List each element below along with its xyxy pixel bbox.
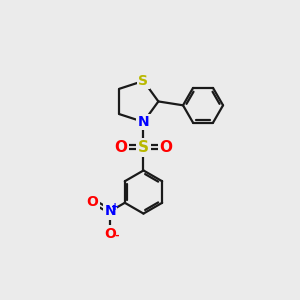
Text: N: N [104, 204, 116, 218]
Text: S: S [138, 140, 149, 155]
Text: O: O [104, 226, 116, 241]
Text: +: + [111, 202, 119, 212]
Text: S: S [139, 74, 148, 88]
Text: -: - [114, 231, 118, 241]
Text: O: O [115, 140, 128, 155]
Text: N: N [138, 115, 149, 129]
Text: O: O [159, 140, 172, 155]
Text: O: O [86, 195, 98, 209]
